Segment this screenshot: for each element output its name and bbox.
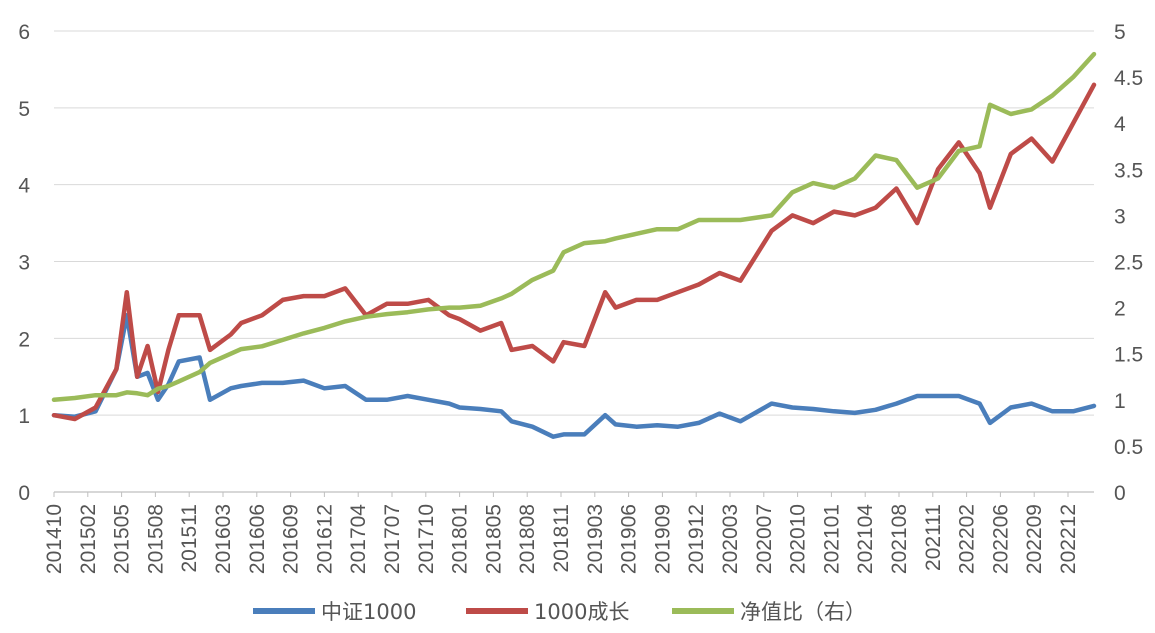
x-tick-label: 202003 [719,504,742,574]
x-tick-label: 201511 [178,504,201,573]
left-axis-tick-labels: 0 1 2 3 4 5 6 [18,21,30,505]
legend: 中证1000 1000成长 净值比（右） [253,600,866,624]
right-tick-label: 1 [1114,390,1126,413]
gridlines [54,30,1094,416]
x-tick-label: 201612 [313,504,336,574]
x-tick-label: 201609 [280,504,303,574]
x-tick-label: 202202 [956,504,979,574]
legend-label: 净值比（右） [740,600,866,624]
right-tick-label: 4.5 [1114,67,1143,90]
right-tick-label: 4 [1114,113,1126,136]
x-tick-label: 201505 [111,504,134,574]
x-tick-label: 201801 [449,504,472,574]
series-line-1 [51,313,1097,439]
right-tick-label: 3 [1114,205,1126,228]
series-line-2 [51,82,1097,422]
x-tick-label: 201710 [415,504,438,574]
x-tick-label: 201912 [685,504,708,574]
series-lines [51,51,1097,439]
legend-label: 1000成长 [534,600,629,624]
legend-label: 中证1000 [321,600,416,624]
x-tick-label: 201906 [618,504,641,574]
axes [53,491,1094,497]
left-tick-label: 1 [18,405,30,428]
x-tick-label: 202108 [888,504,911,574]
x-axis-tick-labels: 201410 201502 201505 201508 201511 201603 2016… [43,504,1080,574]
x-tick-label: 201410 [43,504,66,574]
x-tick-label: 201805 [482,504,505,574]
x-tick-label: 201704 [347,504,370,574]
right-tick-label: 3.5 [1114,159,1143,182]
left-tick-label: 6 [18,21,30,44]
left-tick-label: 0 [18,482,30,505]
x-tick-label: 201707 [381,504,404,574]
right-tick-label: 1.5 [1114,344,1143,367]
right-axis-tick-labels: 0 0.5 1 1.5 2 2.5 3 3.5 4 4.5 5 [1114,21,1143,505]
x-tick-label: 202111 [922,504,945,571]
x-tick-label: 202007 [753,504,776,574]
x-tick-label: 201606 [246,504,269,574]
x-tick-label: 202209 [1023,504,1046,574]
left-tick-label: 5 [18,98,30,121]
x-tick-label: 202010 [787,504,810,574]
left-tick-label: 3 [18,252,30,275]
x-tick-label: 201603 [212,504,235,574]
x-tick-label: 202104 [854,504,877,574]
right-tick-label: 0.5 [1114,436,1143,459]
left-tick-label: 2 [18,328,30,351]
x-tick-label: 201508 [144,504,167,574]
right-tick-label: 2.5 [1114,252,1143,275]
x-tick-label: 201808 [516,504,539,574]
series-line-3 [51,51,1097,403]
x-tick-label: 202212 [1057,504,1080,574]
right-tick-label: 2 [1114,298,1126,321]
right-tick-label: 0 [1114,482,1126,505]
x-tick-label: 201811 [550,504,573,573]
right-tick-label: 5 [1114,21,1126,44]
x-tick-label: 202101 [820,504,843,574]
x-tick-label: 202206 [989,504,1012,574]
x-tick-label: 201903 [584,504,607,574]
x-tick-label: 201502 [77,504,100,574]
x-tick-label: 201909 [651,504,674,574]
left-tick-label: 4 [18,175,30,198]
